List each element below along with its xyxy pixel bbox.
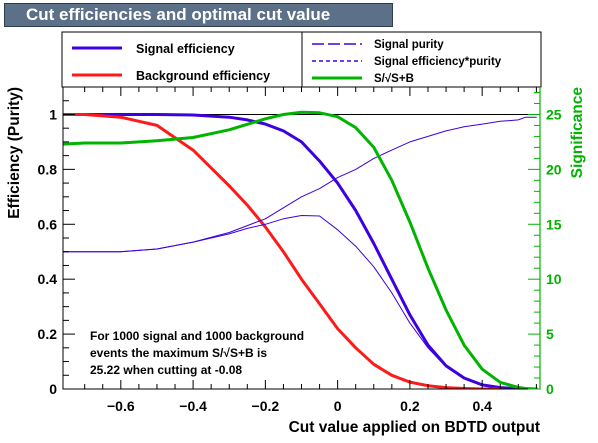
y-tick-label: 1: [49, 106, 57, 122]
legend-label: Background efficiency: [136, 69, 270, 83]
chart-title: Cut efficiencies and optimal cut value: [4, 3, 393, 27]
annotation-line: events the maximum S/√S+B is: [90, 346, 267, 360]
series-signal-efficiency-purity-line: [63, 215, 537, 389]
y-right-tick-label: 10: [546, 271, 562, 287]
x-tick-label: −0.4: [179, 398, 207, 414]
series-s-s-b-line: [63, 110, 538, 389]
plot-area: [63, 110, 540, 389]
x-tick-label: 0.2: [400, 398, 420, 414]
legend: Signal efficiency Background efficiency Si…: [61, 31, 542, 88]
series-layer: [63, 110, 538, 389]
y-right-tick-label: 25: [546, 106, 562, 122]
x-tick-label: 0: [334, 398, 342, 414]
legend-label: S/√S+B: [374, 72, 414, 85]
y-axis-title: Efficiency (Purity): [6, 87, 23, 219]
y-tick-label: 0: [49, 381, 57, 397]
x-tick-label: −0.6: [107, 398, 135, 414]
series-signal-purity-line: [63, 116, 537, 253]
annotation-line: For 1000 signal and 1000 background: [90, 329, 304, 343]
annotation-box: For 1000 signal and 1000 background event…: [90, 329, 304, 377]
legend-label: Signal purity: [374, 39, 444, 51]
y-right-axis-title: Significance: [569, 87, 586, 179]
axes: −0.6 −0.4 −0.2 0 0.2 0.400.20.40.60.810510152…: [6, 86, 586, 436]
plot-frame: [62, 86, 541, 390]
y-tick-label: 0.6: [38, 216, 58, 232]
series-background-efficiency-line: [63, 113, 538, 389]
y-right-tick-label: 5: [546, 326, 554, 342]
y-tick-label: 0.8: [38, 161, 58, 177]
y-tick-label: 0.4: [38, 271, 58, 287]
y-right-tick-label: 0: [546, 381, 554, 397]
x-tick-label: 0.4: [472, 398, 492, 414]
y-tick-label: 0.2: [38, 326, 58, 342]
annotation-line: 25.22 when cutting at -0.08: [90, 363, 242, 377]
x-tick-label: −0.2: [252, 398, 280, 414]
x-axis-title: Cut value applied on BDTD output: [289, 419, 540, 436]
y-right-tick-label: 15: [546, 216, 562, 232]
legend-label: Signal efficiency: [136, 42, 235, 56]
y-right-tick-label: 20: [546, 161, 562, 177]
legend-label: Signal efficiency*purity: [374, 56, 502, 68]
